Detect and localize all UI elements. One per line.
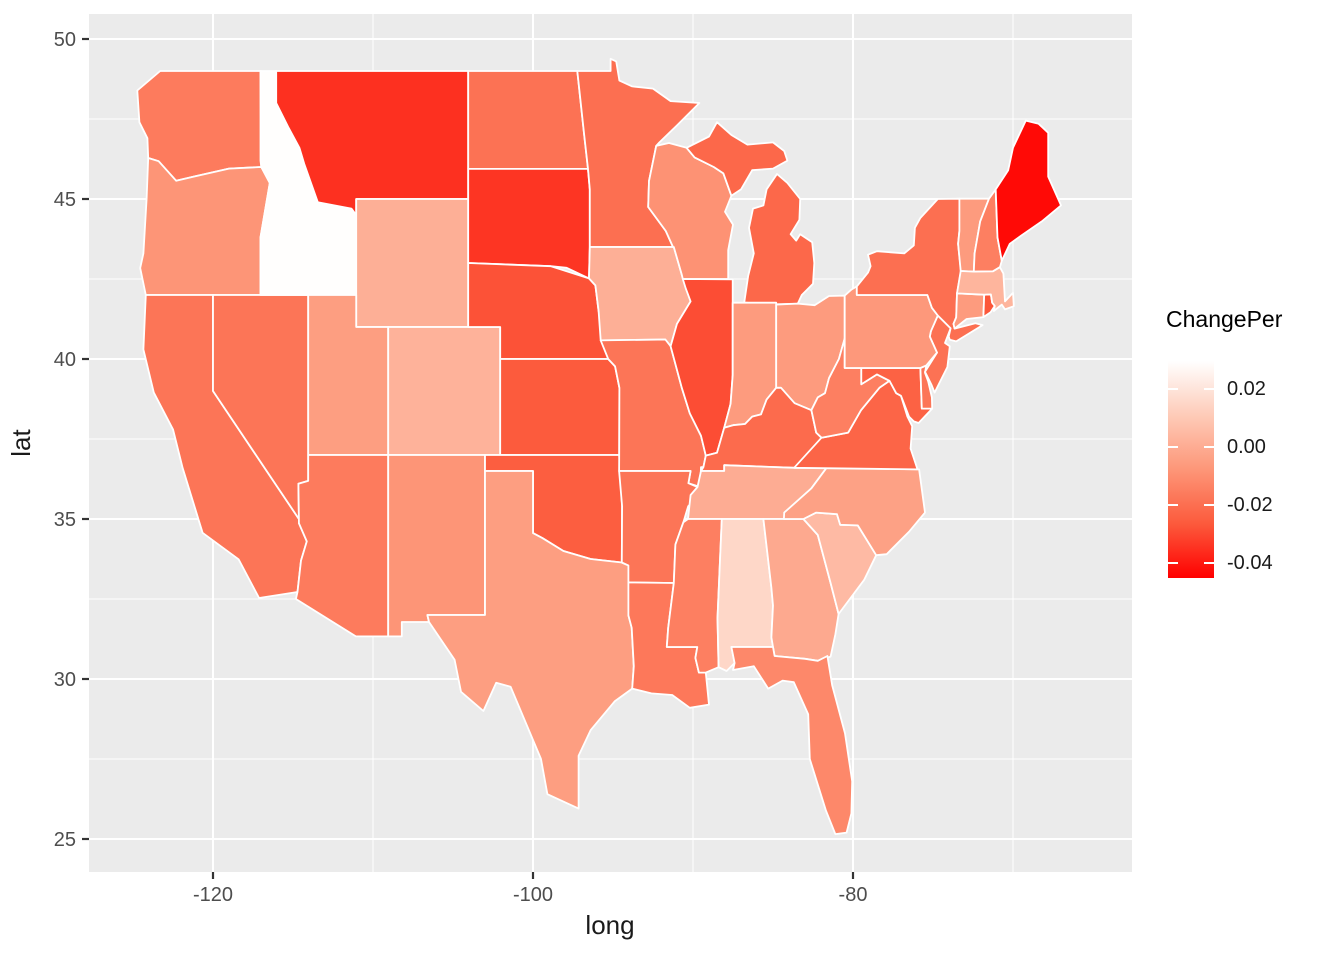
state-pa — [843, 285, 939, 369]
x-tick-labels: -120 -100 -80 — [193, 884, 867, 906]
state-fl — [730, 646, 854, 836]
state-tx — [426, 470, 635, 810]
y-tick-label-45: 45 — [54, 189, 76, 211]
state-ma — [956, 266, 1015, 312]
state-de — [919, 364, 934, 410]
state-sd — [467, 168, 591, 280]
x-tick-label--100: -100 — [513, 884, 553, 906]
state-mi — [685, 121, 816, 306]
state-mn — [576, 57, 701, 248]
states-layer — [136, 57, 1062, 836]
state-co — [387, 326, 502, 456]
x-tick-label--80: -80 — [839, 884, 868, 906]
y-tick-label-25: 25 — [54, 829, 76, 851]
state-ks — [499, 358, 621, 456]
state-wy — [355, 198, 470, 328]
x-axis-title: long — [585, 910, 634, 940]
y-tick-label-50: 50 — [54, 29, 76, 51]
y-tick-label-40: 40 — [54, 349, 76, 371]
state-nm — [387, 454, 486, 638]
state-nd — [467, 70, 589, 170]
axis-tick-marks — [82, 37, 855, 879]
state-or — [139, 157, 271, 296]
y-axis-title: lat — [6, 428, 36, 456]
state-me — [994, 119, 1062, 262]
x-tick-label--120: -120 — [193, 884, 233, 906]
y-tick-label-30: 30 — [54, 669, 76, 691]
y-tick-labels: 50 45 40 35 30 25 — [54, 29, 76, 851]
y-tick-label-35: 35 — [54, 509, 76, 531]
state-nc — [783, 466, 926, 557]
